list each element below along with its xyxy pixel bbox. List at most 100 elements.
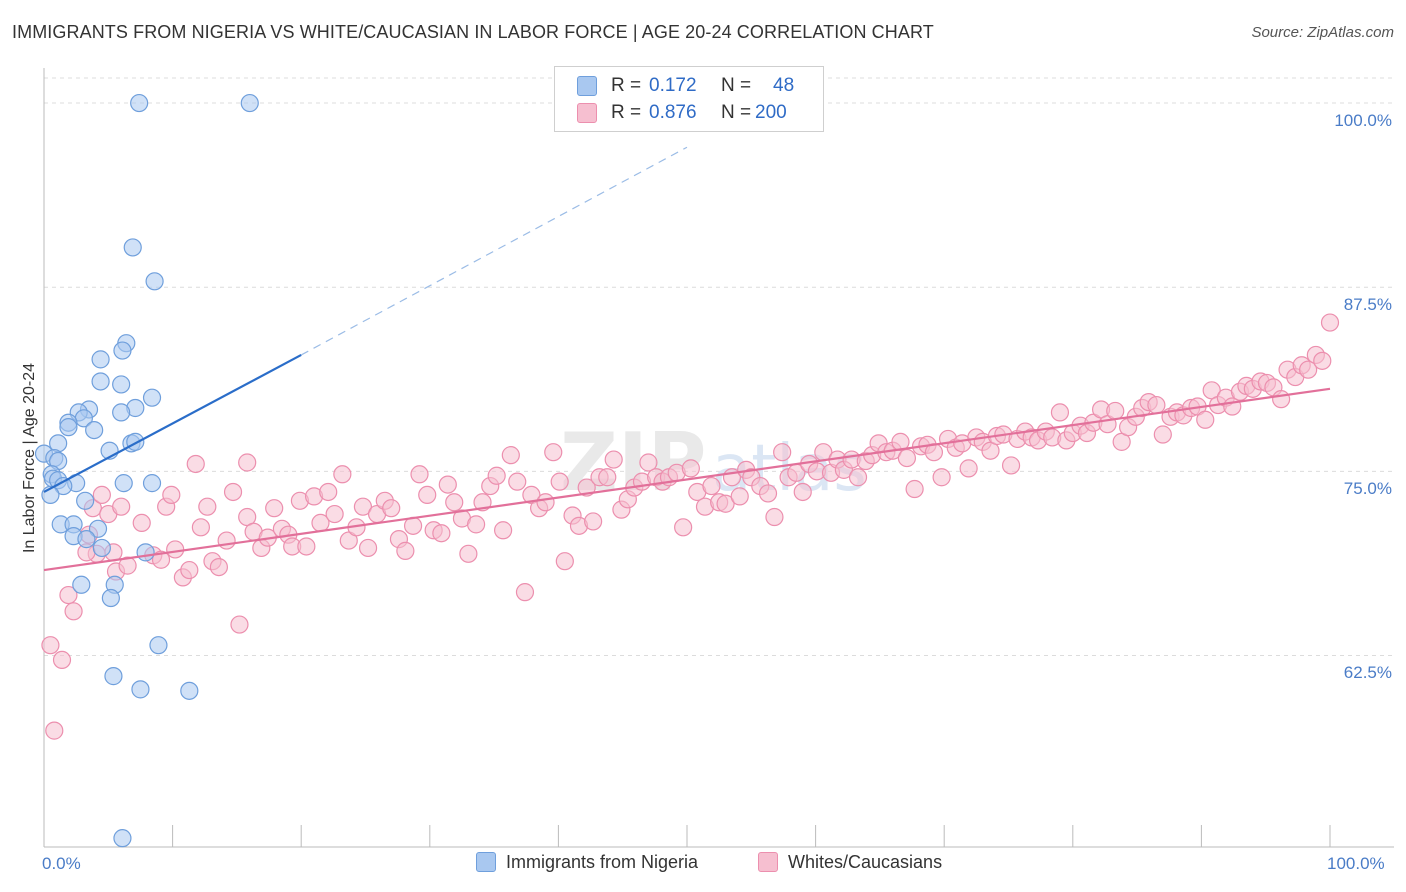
pink-trend-line — [43, 387, 1331, 572]
pink-point-58 — [432, 524, 451, 543]
pink-point-147 — [1050, 403, 1070, 422]
blue-point-11 — [112, 403, 131, 422]
legend-r-value: 0.876 — [649, 102, 697, 123]
pink-point-47 — [353, 497, 373, 516]
blue-point-1 — [240, 93, 259, 113]
blue-point-8 — [112, 375, 131, 394]
blue-point-39 — [92, 538, 111, 558]
blue-trend-line — [43, 353, 302, 493]
pink-point-126 — [905, 479, 924, 499]
pink-point-185 — [1313, 351, 1332, 370]
pink-point-162 — [1153, 425, 1172, 444]
blue-swatch — [476, 852, 496, 872]
pink-point-70 — [515, 583, 535, 602]
x-tick-label-min: 0.0% — [42, 854, 81, 873]
pink-point-4 — [64, 602, 83, 621]
blue-point-30 — [142, 474, 162, 493]
pink-point-16 — [151, 550, 171, 569]
pink-point-69 — [508, 472, 527, 491]
pink-point-140 — [1001, 456, 1021, 475]
legend-r-value: 0.172 — [649, 75, 697, 96]
pink-point-79 — [577, 478, 596, 497]
pink-point-110 — [793, 482, 812, 502]
pink-point-161 — [1147, 395, 1166, 415]
pink-point-21 — [180, 560, 199, 580]
pink-point-3 — [59, 585, 78, 605]
pink-point-88 — [639, 453, 658, 472]
pink-point-29 — [230, 615, 249, 634]
pink-point-134 — [959, 459, 978, 478]
y-tick-label-1: 75.0% — [1343, 479, 1392, 499]
pink-point-59 — [438, 475, 457, 494]
pink-point-56 — [418, 485, 437, 505]
legend-n-value: 200 — [755, 102, 787, 123]
blue-point-44 — [149, 636, 168, 655]
blue-point-38 — [77, 530, 96, 549]
pink-point-97 — [702, 476, 721, 496]
pink-point-42 — [319, 482, 338, 502]
pink-point-106 — [765, 507, 784, 527]
pink-point-1 — [52, 650, 72, 670]
blue-point-41 — [72, 575, 91, 594]
pink-point-125 — [897, 448, 917, 468]
blue-point-45 — [104, 667, 123, 686]
pink-point-107 — [773, 443, 792, 462]
blue-trend-extension — [300, 146, 688, 356]
pink-swatch — [758, 852, 778, 872]
pink-point-23 — [191, 518, 210, 537]
blue-point-16 — [59, 418, 78, 437]
bottom-legend-pink: Whites/Caucasians — [758, 852, 942, 873]
x-tick-label-max: 100.0% — [1327, 854, 1385, 873]
pink-point-101 — [730, 487, 749, 506]
y-tick-label-3: 100.0% — [1334, 111, 1392, 131]
pink-point-13 — [118, 556, 137, 575]
bottom-legend-blue: Immigrants from Nigeria — [476, 852, 698, 873]
blue-point-6 — [91, 350, 110, 369]
pink-point-179 — [1272, 390, 1291, 409]
pink-point-168 — [1196, 410, 1215, 429]
blue-point-5 — [113, 341, 132, 360]
pink-point-48 — [358, 538, 378, 558]
pink-point-55 — [410, 465, 429, 484]
pink-point-82 — [598, 468, 617, 487]
bottom-legend-blue-label: Immigrants from Nigeria — [506, 852, 699, 872]
pink-point-0 — [41, 636, 60, 655]
blue-point-7 — [91, 372, 110, 391]
pink-point-60 — [445, 493, 464, 512]
pink-point-24 — [198, 497, 217, 516]
blue-point-2 — [123, 238, 142, 257]
pink-point-12 — [112, 497, 131, 516]
pink-swatch — [577, 103, 597, 123]
pink-point-105 — [758, 484, 778, 503]
legend-r-label: R = — [611, 75, 642, 96]
pink-point-8 — [92, 485, 111, 505]
blue-point-33 — [76, 491, 95, 510]
pink-point-43 — [325, 504, 344, 524]
pink-point-73 — [536, 493, 555, 512]
pink-point-155 — [1106, 401, 1125, 421]
blue-point-40 — [136, 543, 155, 562]
blue-point-48 — [113, 829, 132, 848]
pink-point-26 — [209, 557, 228, 577]
blue-series-points — [34, 93, 259, 848]
legend-n-value: 48 — [773, 75, 795, 96]
pink-point-76 — [555, 552, 574, 571]
pink-point-80 — [584, 512, 603, 531]
blue-point-43 — [101, 588, 120, 608]
pink-point-22 — [186, 454, 205, 474]
pink-point-63 — [466, 515, 486, 534]
legend-r-label: R = — [611, 102, 642, 123]
y-tick-label-0: 62.5% — [1343, 663, 1392, 683]
blue-point-20 — [126, 432, 145, 451]
axes — [43, 68, 1394, 848]
blue-point-17 — [85, 420, 104, 440]
gridlines — [44, 77, 1394, 656]
blue-point-46 — [131, 680, 150, 699]
pink-point-188 — [238, 453, 257, 472]
blue-point-9 — [142, 388, 162, 407]
pink-point-183 — [1299, 360, 1318, 379]
pink-point-51 — [382, 499, 401, 518]
legend-n-label: N = — [721, 102, 752, 123]
source-credit: Source: ZipAtlas.com — [1251, 24, 1394, 41]
pink-point-62 — [459, 544, 478, 563]
